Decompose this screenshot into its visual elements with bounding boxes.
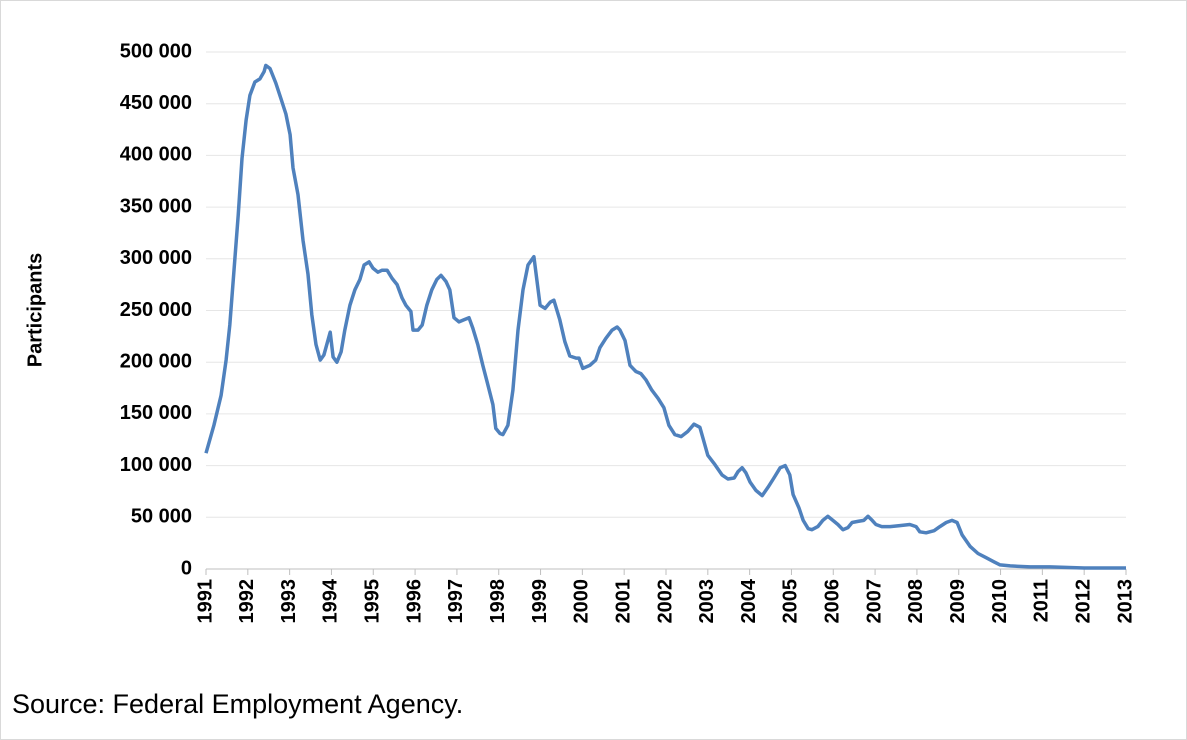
y-tick-label: 150 000: [120, 402, 192, 424]
y-tick-label: 400 000: [120, 144, 192, 166]
x-tick-label: 2013: [1114, 579, 1136, 624]
y-tick-label: 350 000: [120, 195, 192, 217]
data-line: [204, 63, 1126, 570]
x-tick-label: 2011: [1031, 579, 1053, 622]
x-tick-label: 2001: [612, 579, 634, 624]
y-tick-label: 450 000: [120, 92, 192, 114]
x-tick-label: 1995: [362, 579, 384, 624]
y-tick-label: 200 000: [120, 350, 192, 372]
x-tick-label: 2000: [571, 579, 593, 624]
x-tick-label: 2003: [696, 579, 718, 624]
x-tick-label: 1991: [194, 579, 216, 624]
x-tick-label: 2009: [947, 579, 969, 624]
y-tick-label: 500 000: [120, 40, 192, 62]
y-tick-label: 50 000: [131, 506, 192, 528]
x-tick-label: 2006: [822, 579, 844, 624]
x-tick-label: 1998: [487, 579, 509, 624]
x-tick-label: 2005: [780, 579, 802, 624]
x-tick-label: 1997: [445, 579, 467, 624]
x-tick-label: 2002: [654, 579, 676, 624]
y-tick-label: 300 000: [120, 247, 192, 269]
y-tick-label: 0: [181, 557, 192, 579]
x-tick-label: 2008: [905, 579, 927, 624]
x-tick-label: 2012: [1072, 579, 1094, 624]
x-tick-label: 1992: [236, 579, 258, 624]
x-tick-label: 2004: [738, 578, 760, 623]
x-tick-label: 1996: [403, 579, 425, 624]
source-note: Source: Federal Employment Agency.: [12, 689, 463, 719]
x-tick-label: 1999: [529, 579, 551, 624]
x-tick-label: 1993: [278, 579, 300, 624]
x-tick-label: 1994: [320, 578, 342, 623]
y-axis-label: Participants: [24, 253, 46, 367]
x-tick-label: 2007: [863, 579, 885, 624]
x-tick-label: 2010: [989, 579, 1011, 624]
y-tick-label: 250 000: [120, 299, 192, 321]
y-tick-label: 100 000: [120, 454, 192, 476]
